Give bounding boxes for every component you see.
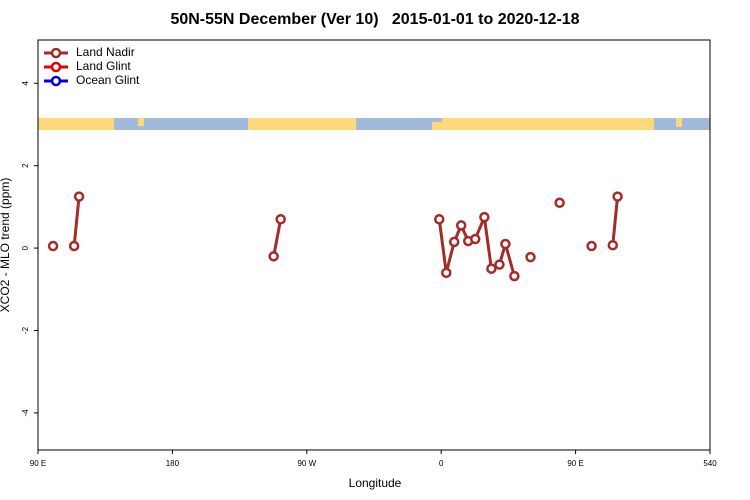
- point: [455, 220, 467, 231]
- point: [607, 239, 619, 251]
- y-axis-label: XCO2 - MLO trend (ppm): [0, 178, 12, 313]
- legend-label: Land Glint: [76, 59, 131, 73]
- y-tick-label: 4: [21, 80, 30, 85]
- legend-swatch-point: [50, 47, 62, 59]
- x-axis-label: Longitude: [349, 476, 402, 490]
- point: [486, 263, 497, 274]
- legend-swatch-point: [50, 61, 62, 73]
- point: [494, 259, 505, 270]
- point: [479, 211, 490, 223]
- point: [612, 191, 623, 202]
- point: [68, 240, 80, 252]
- legend-label: Land Nadir: [76, 45, 135, 59]
- y-tick-label: -4: [21, 409, 30, 417]
- y-tick-label: -2: [21, 326, 30, 334]
- point: [73, 191, 85, 202]
- point: [268, 251, 279, 262]
- legend-label: Ocean Glint: [76, 73, 140, 87]
- point: [275, 213, 286, 225]
- land-mask: [38, 118, 710, 130]
- point: [525, 251, 536, 263]
- x-tick-label: 90 E: [30, 459, 46, 468]
- chart-title: 50N-55N December (Ver 10) 2015-01-01 to …: [170, 11, 579, 28]
- point: [434, 213, 445, 225]
- x-tick-label: 180: [166, 459, 180, 468]
- x-tick-label: 540: [703, 459, 717, 468]
- x-tick-label: 0: [439, 459, 444, 468]
- point: [47, 240, 59, 252]
- point: [586, 240, 597, 252]
- plot-frame: [37, 39, 711, 451]
- point: [448, 236, 460, 248]
- point: [554, 197, 565, 209]
- point: [500, 238, 511, 250]
- y-tick-label: 2: [21, 163, 30, 168]
- point: [469, 233, 481, 245]
- series-line: [72, 196, 620, 277]
- y-tick-label: 0: [21, 245, 30, 250]
- point: [441, 267, 452, 279]
- x-tick-label: 90 W: [297, 459, 316, 468]
- x-tick-label: 90 E: [567, 459, 583, 468]
- legend-swatch-point: [50, 75, 62, 87]
- point: [509, 270, 520, 282]
